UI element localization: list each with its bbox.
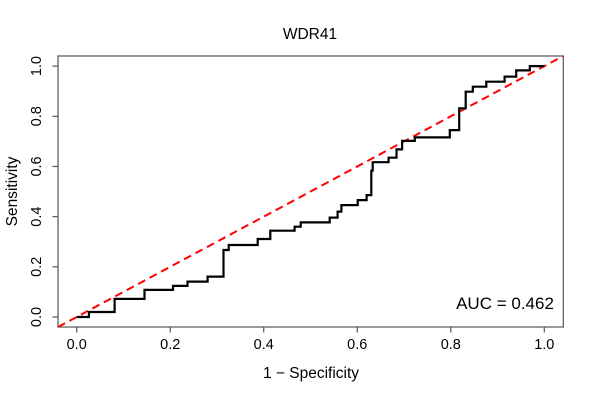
x-tick-label: 0.6 — [347, 337, 367, 353]
x-tick-label: 0.0 — [67, 337, 87, 353]
y-tick-label: 1.0 — [29, 56, 45, 76]
y-tick-label: 0.6 — [29, 156, 45, 176]
roc-curve — [76, 65, 545, 319]
y-axis: 0.0 0.2 0.4 0.6 0.8 1.0 — [29, 56, 58, 327]
y-tick-label: 0.4 — [29, 207, 45, 227]
auc-annotation: AUC = 0.462 — [456, 294, 554, 313]
x-tick-label: 1.0 — [534, 337, 554, 353]
chart-title: WDR41 — [283, 26, 337, 43]
x-axis-label: 1 − Specificity — [263, 365, 359, 382]
reference-diagonal-line — [57, 55, 564, 328]
x-tick-label: 0.4 — [254, 337, 274, 353]
x-tick-label: 0.2 — [160, 337, 180, 353]
x-axis: 0.0 0.2 0.4 0.6 0.8 1.0 — [67, 327, 554, 353]
y-axis-label: Sensitivity — [4, 156, 21, 226]
y-tick-label: 0.0 — [29, 307, 45, 327]
y-tick-label: 0.8 — [29, 106, 45, 126]
y-tick-label: 0.2 — [29, 257, 45, 277]
plot-border — [57, 55, 564, 328]
x-tick-label: 0.8 — [441, 337, 461, 353]
